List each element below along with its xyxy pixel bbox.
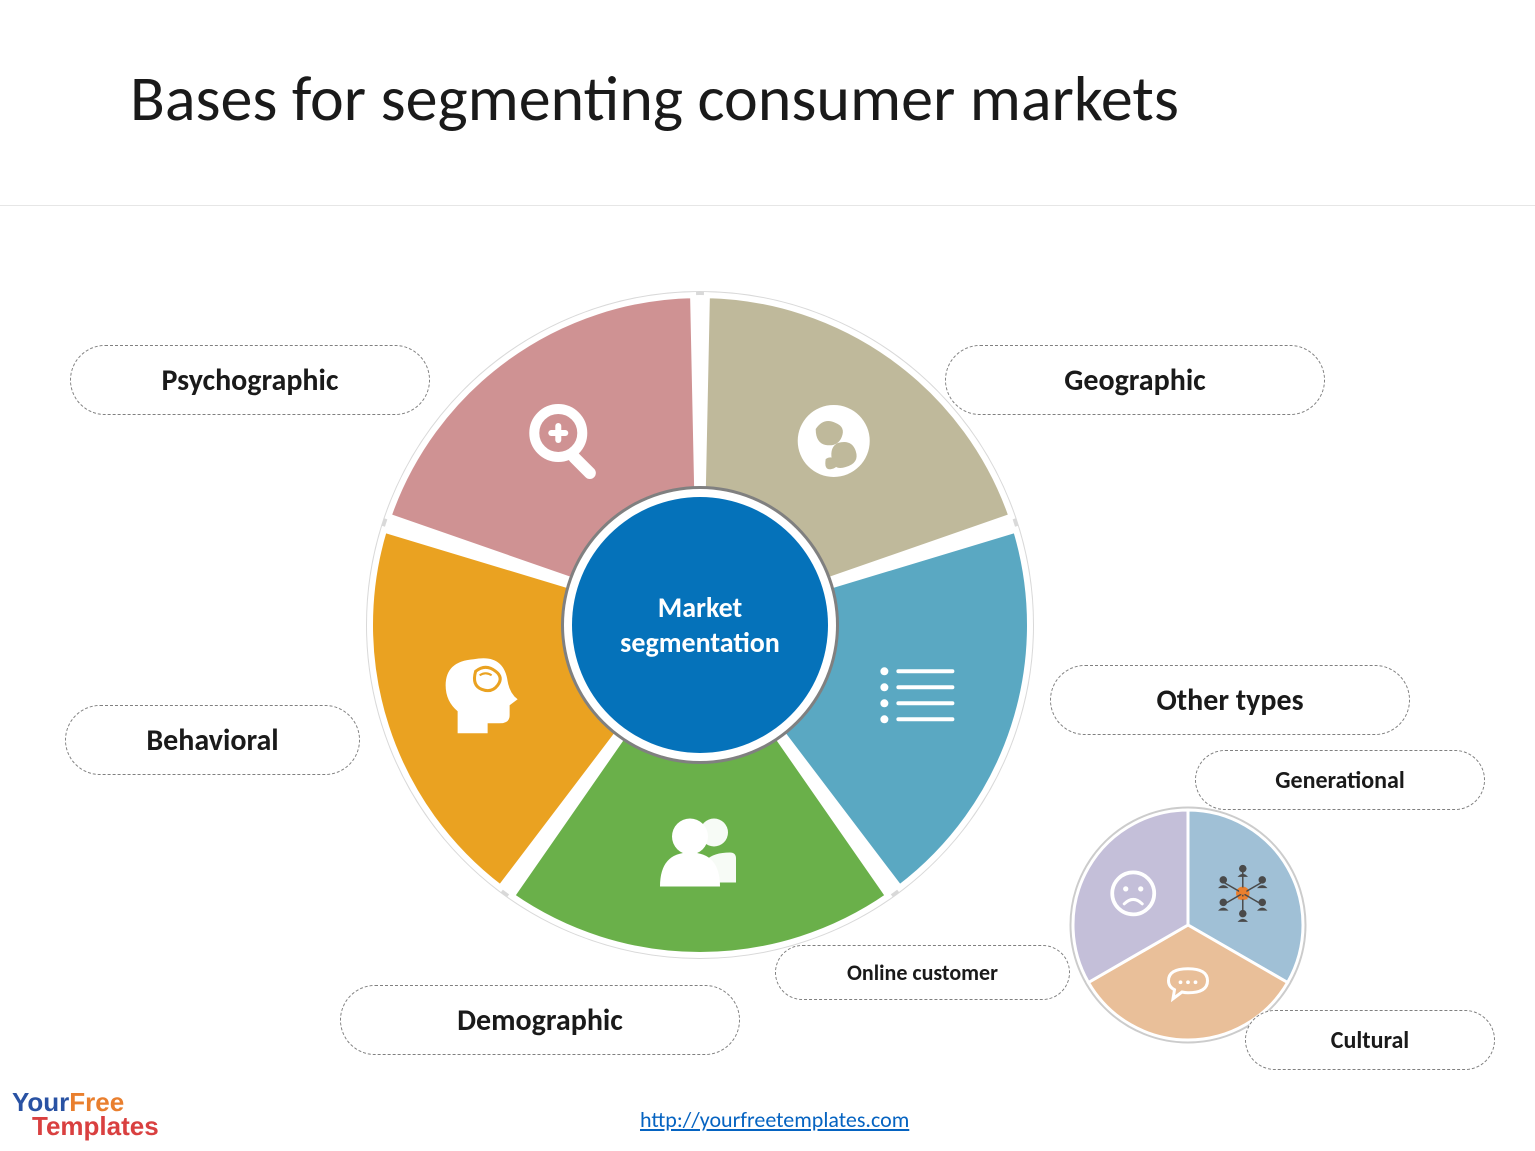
label-pill-text: Behavioral <box>146 722 278 759</box>
label-pill-text: Generational <box>1275 766 1405 795</box>
label-pill: Geographic <box>945 345 1325 415</box>
label-pill: Cultural <box>1245 1010 1495 1070</box>
label-pill-text: Demographic <box>457 1002 623 1039</box>
logo-word-templates: Templates <box>32 1111 159 1141</box>
logo: YourFree Templates <box>12 1090 159 1139</box>
label-pill: Other types <box>1050 665 1410 735</box>
sub-pie-chart <box>0 0 1535 1151</box>
footer-link[interactable]: http://yourfreetemplates.com <box>640 1106 909 1133</box>
label-pill: Psychographic <box>70 345 430 415</box>
label-pill: Behavioral <box>65 705 360 775</box>
label-pill-text: Online customer <box>847 959 998 986</box>
label-pill-text: Other types <box>1156 682 1303 719</box>
label-pill: Generational <box>1195 750 1485 810</box>
label-pill: Demographic <box>340 985 740 1055</box>
label-pill: Online customer <box>775 945 1070 1000</box>
label-pill-text: Cultural <box>1331 1026 1409 1055</box>
label-pill-text: Psychographic <box>162 362 339 399</box>
label-pill-text: Geographic <box>1064 362 1206 399</box>
